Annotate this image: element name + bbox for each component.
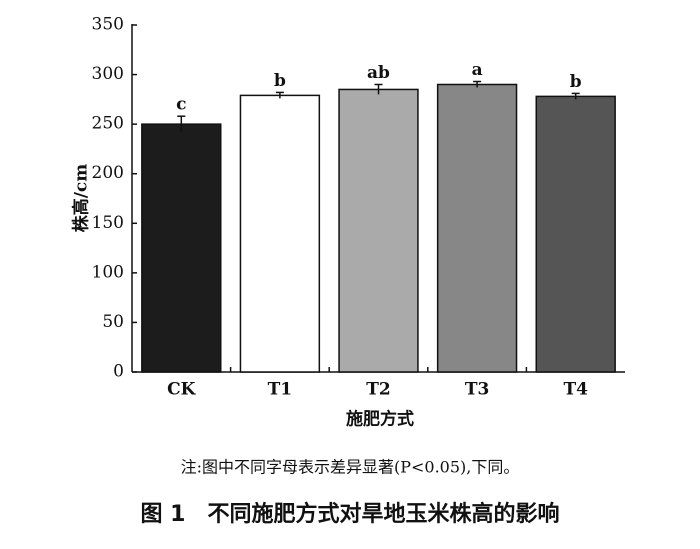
y-tick-label: 150 [92,213,124,233]
significance-letter: ab [367,63,390,83]
y-axis-label: 株高/cm [71,164,92,233]
significance-letter: b [274,71,286,91]
x-tick-label: T4 [563,380,588,400]
significance-letter: a [472,60,483,80]
x-axis-label: 施肥方式 [346,409,414,430]
x-tick-label: T1 [268,380,292,400]
y-tick-label: 200 [92,163,124,183]
y-tick-label: 100 [92,262,124,282]
note: 注:图中不同字母表示差异显著(P<0.05),下同。 [181,458,520,477]
bar [436,83,518,373]
bar [141,123,222,373]
significance-letter: c [176,95,186,115]
y-tick-label: 250 [92,114,124,134]
caption: 图 1 不同施肥方式对旱地玉米株高的影响 [141,501,560,527]
x-tick-label: CK [167,380,197,400]
y-tick-label: 50 [102,312,124,332]
x-tick-label: T3 [465,380,489,400]
y-tick-label: 0 [113,362,124,382]
y-tick-label: 350 [92,15,124,35]
bar [338,88,419,373]
y-tick-label: 300 [92,64,124,84]
bar [239,94,321,373]
x-tick-label: T2 [366,380,390,400]
bar [535,95,616,373]
significance-letter: b [570,72,582,92]
